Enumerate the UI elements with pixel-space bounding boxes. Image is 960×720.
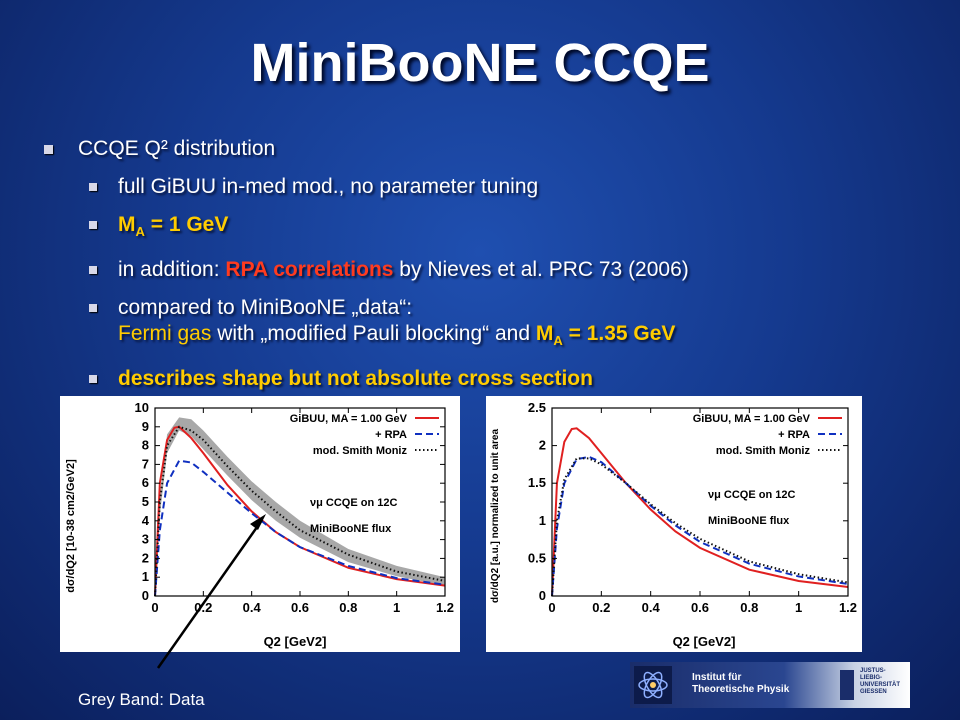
x-tick-label: 0.8 [339,600,357,615]
bullet-sub-1: full GiBUU in-med mod., no parameter tun… [89,174,940,200]
bullet-sub-3-a: in addition: [118,258,226,282]
bullet-sub-3: in addition: RPA correlations by Nieves … [89,257,940,283]
chart-right: dσ/dQ2 [a.u.] normalized to unit area Q2… [490,400,857,649]
chart-right-ylabel: dσ/dQ2 [a.u.] normalized to unit area [490,429,501,604]
y-tick-label: 1 [539,513,546,528]
series-line-2 [551,457,849,597]
y-tick-label: 7 [142,456,149,471]
bullet-sub-3-c: by Nieves et al. PRC 73 (2006) [393,258,689,282]
y-tick-label: 2.5 [528,400,546,415]
y-tick-label: 2 [142,550,149,565]
chart-right-panel: dσ/dQ2 [a.u.] normalized to unit area Q2… [486,396,862,652]
chart-left-panel: dσ/dQ2 [10-38 cm2/GeV2] Q2 [GeV2] 0 0.2 0.… [60,396,460,652]
bullet-sub-4: compared to MiniBooNE „data“: Fermi gas … [89,295,940,354]
x-tick-label: 1.2 [839,600,857,615]
y-tick-label: 2 [539,438,546,453]
chart-right-xlabel: Q2 [GeV2] [673,634,736,649]
legend-label: mod. Smith Moniz [313,445,408,457]
university-name: JUSTUS-LIEBIG-UNIVERSITÄT GIESSEN [860,668,901,695]
bullet-sub-5: describes shape but not absolute cross s… [89,366,940,392]
legend-label: GiBUU, MA = 1.00 GeV [693,413,811,425]
bullet-sub-4-m: M [535,322,554,346]
x-tick-label: 0 [151,600,158,615]
university-crest-icon [840,670,854,700]
bullet-sub-4-line1: compared to MiniBooNE „data“: [118,296,413,320]
series-line-1 [551,455,849,597]
y-tick-label: 1 [142,569,149,584]
bullet-sub-3-rpa: RPA correlations [225,258,394,282]
bullet-square-icon [89,375,97,384]
x-tick-label: 0.6 [691,600,709,615]
bullet-main-text: CCQE Q² distribution [78,137,276,160]
bullet-sub-4-sub: A [553,333,563,349]
bullet-sub-4-mid: with „modified Pauli blocking“ and [211,322,536,346]
bullet-sub-1-text: full GiBUU in-med mod., no parameter tun… [118,175,539,198]
slide-title: MiniBooNE CCQE [250,33,710,93]
bullet-sub-4-line2: Fermi gas with „modified Pauli blocking“… [118,321,940,354]
bullet-square-icon [44,145,53,154]
bullet-sub-4-fermi: Fermi gas [118,322,212,346]
x-tick-label: 0 [548,600,555,615]
x-tick-label: 0.2 [592,600,610,615]
y-tick-label: 3 [142,532,149,547]
logo-text-line1: Institut für [692,672,742,683]
chart-left-ylabel: dσ/dQ2 [10-38 cm2/GeV2] [65,459,77,593]
chart-right-annotation-target: νμ CCQE on 12C [708,489,795,501]
bullet-square-icon [89,183,97,191]
grey-band-caption: Grey Band: Data [78,690,205,709]
y-tick-label: 0 [539,588,546,603]
series-line-2 [154,425,446,597]
data-band [155,417,445,596]
atom-logo-icon [634,666,672,704]
institute-logo: Institut für Theoretische Physik JUSTUS-… [630,662,910,708]
bullet-main: CCQE Q² distribution [44,136,940,162]
bullet-square-icon [89,304,97,313]
y-tick-label: 5 [142,494,149,509]
legend-label: mod. Smith Moniz [716,445,811,457]
bullet-sub-5-text: describes shape but not absolute cross s… [118,367,593,391]
bullet-sub-2-m: M [118,213,136,236]
bullet-sub-2: MA = 1 GeV [89,212,940,245]
bullet-list: CCQE Q² distribution full GiBUU in-med m… [40,132,940,392]
logo-text-line2: Theoretische Physik [692,684,790,695]
bullet-square-icon [89,266,97,275]
y-tick-label: 1.5 [528,475,546,490]
x-tick-label: 1 [393,600,400,615]
bullet-square-icon [89,221,97,229]
y-tick-label: 4 [142,513,150,528]
chart-left-xlabel: Q2 [GeV2] [264,634,327,649]
y-tick-label: 6 [142,475,149,490]
x-tick-label: 0.2 [194,600,212,615]
series-line-0 [551,427,849,597]
x-tick-label: 0.4 [642,600,661,615]
x-tick-label: 0.4 [243,600,262,615]
y-tick-label: 10 [135,400,149,415]
series-line-1 [154,459,446,597]
chart-right-annotation-flux: MiniBooNE flux [708,515,790,527]
y-tick-label: 0.5 [528,550,546,565]
series-line-0 [154,425,446,597]
chart-left: dσ/dQ2 [10-38 cm2/GeV2] Q2 [GeV2] 0 0.2 0.… [65,400,454,649]
bullet-sub-4-val: = 1.35 GeV [562,322,676,346]
x-tick-label: 0.8 [740,600,758,615]
bullet-sub-2-text: = 1 GeV [144,213,229,236]
x-tick-label: 1 [795,600,802,615]
x-tick-label: 1.2 [436,600,454,615]
y-tick-label: 9 [142,419,149,434]
legend-label: GiBUU, MA = 1.00 GeV [290,413,408,425]
chart-left-annotation-target: νμ CCQE on 12C [310,497,397,509]
y-tick-label: 0 [142,588,149,603]
chart-left-annotation-flux: MiniBooNE flux [310,523,392,535]
bullet-sub-2-sub: A [135,224,145,240]
legend-label: + RPA [375,429,407,441]
x-tick-label: 0.6 [291,600,309,615]
legend-label: + RPA [778,429,810,441]
y-tick-label: 8 [142,438,149,453]
